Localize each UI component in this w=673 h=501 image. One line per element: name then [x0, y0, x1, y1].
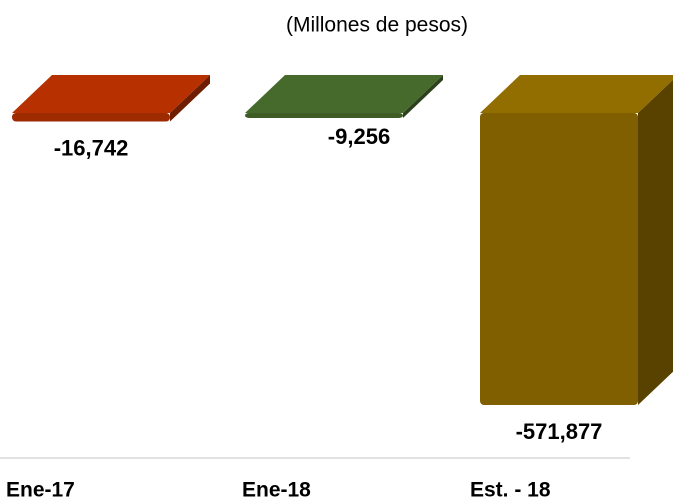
bar [12, 113, 170, 122]
bar [245, 113, 403, 118]
value-label: -571,877 [516, 419, 603, 444]
chart-title: (Millones de pesos) [286, 14, 468, 37]
bar [480, 113, 638, 405]
bar-side [403, 75, 443, 118]
bar-top [480, 75, 673, 113]
x-tick-label: Ene-17 [6, 479, 75, 501]
bar-side [638, 79, 673, 405]
bar-side [170, 75, 210, 122]
x-tick-label: Ene-18 [242, 479, 311, 501]
bar-top [12, 75, 210, 113]
value-label: -16,742 [54, 135, 129, 160]
x-tick-label: Est. - 18 [470, 479, 551, 501]
value-label: -9,256 [328, 124, 390, 149]
bar-top [245, 75, 443, 113]
